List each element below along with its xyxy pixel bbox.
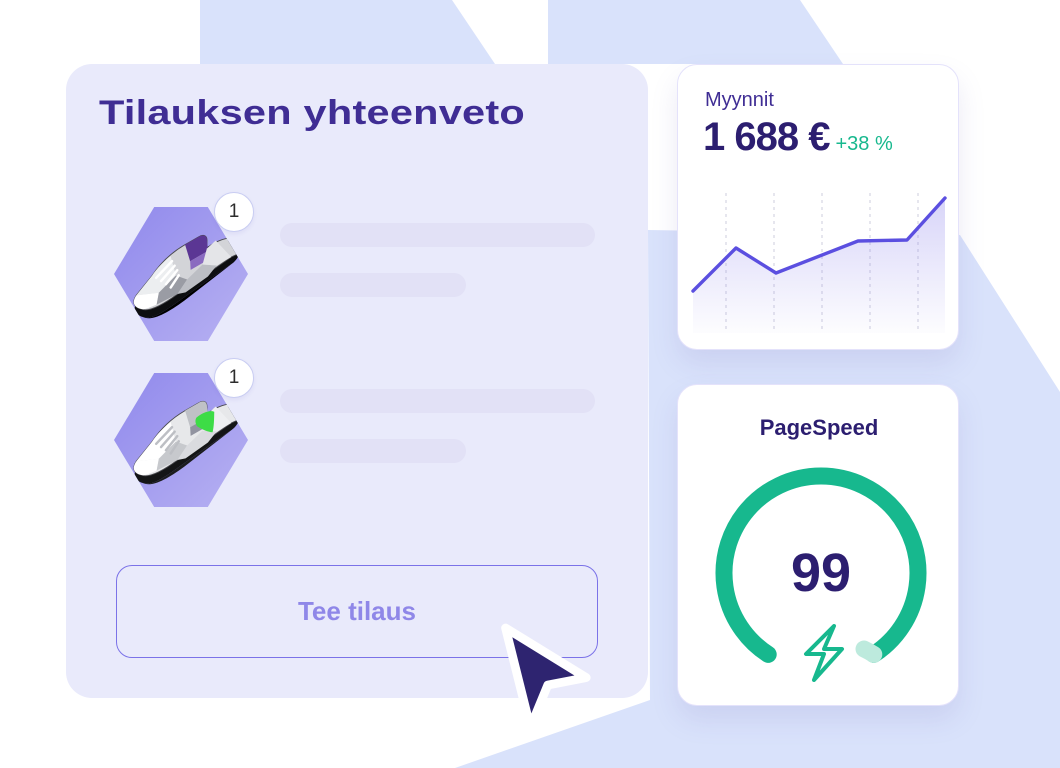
svg-text:99: 99 [791, 543, 851, 603]
